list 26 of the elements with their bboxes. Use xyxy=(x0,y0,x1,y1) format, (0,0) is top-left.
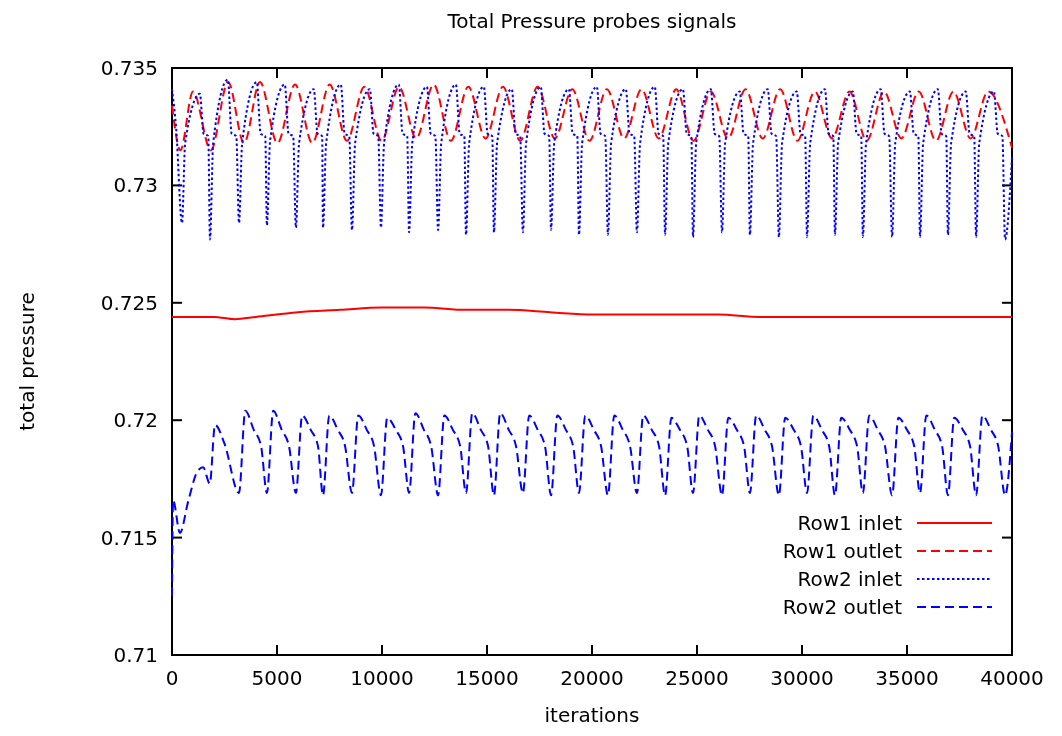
y-tick-label: 0.725 xyxy=(100,290,158,315)
line-series xyxy=(171,81,1013,152)
x-tick-label: 0 xyxy=(165,666,179,690)
legend-label: Row2 inlet xyxy=(797,567,903,591)
y-tick-label: 0.72 xyxy=(113,408,158,433)
x-axis-title: iterations xyxy=(544,703,640,727)
x-tick-label: 25000 xyxy=(665,666,729,690)
x-tick-label: 5000 xyxy=(251,666,303,690)
line-series xyxy=(171,409,1013,598)
legend-label: Row1 outlet xyxy=(782,539,903,563)
y-tick-label: 0.735 xyxy=(100,56,158,80)
line-series xyxy=(171,78,1013,241)
x-tick-label: 30000 xyxy=(770,666,834,690)
x-tick-label: 10000 xyxy=(350,666,414,690)
x-tick-label: 40000 xyxy=(980,666,1044,690)
x-tick-label: 35000 xyxy=(875,666,939,690)
legend-label: Row1 inlet xyxy=(797,511,903,535)
line-series xyxy=(171,306,1013,321)
x-tick-label: 15000 xyxy=(455,666,519,690)
x-tick-label: 20000 xyxy=(560,666,624,690)
legend-label: Row2 outlet xyxy=(782,595,903,619)
y-tick-label: 0.71 xyxy=(113,643,158,667)
y-tick-label: 0.73 xyxy=(113,173,158,198)
y-tick-label: 0.715 xyxy=(100,525,158,550)
chart-title: Total Pressure probes signals xyxy=(446,9,737,33)
y-axis-title: total pressure xyxy=(15,292,39,431)
